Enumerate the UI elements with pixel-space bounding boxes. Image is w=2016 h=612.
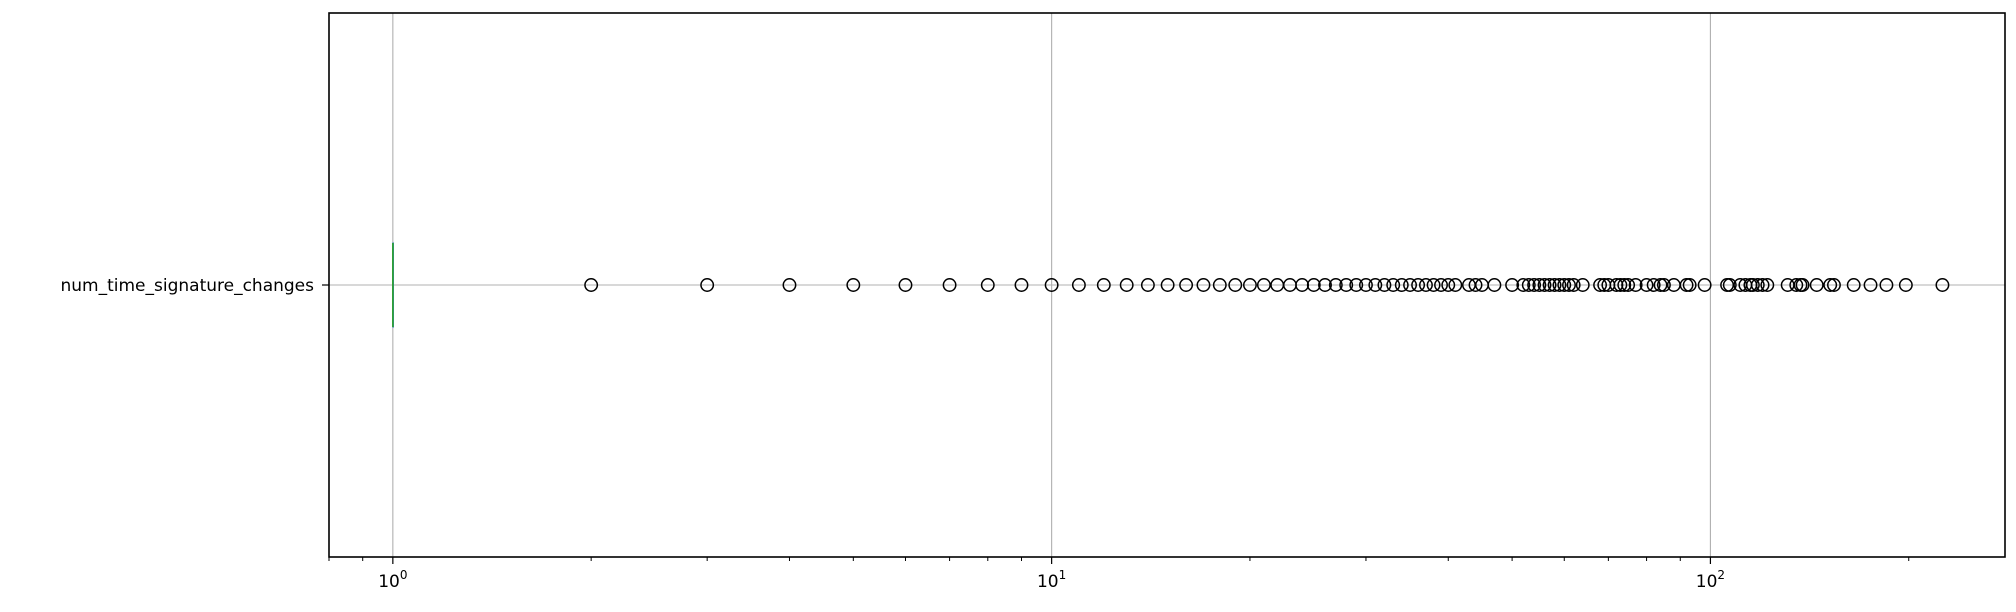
outlier-point: [1827, 278, 1841, 292]
outlier-point: [1411, 278, 1426, 292]
outlier-point: [1898, 278, 1913, 292]
outlier-point: [1359, 278, 1373, 292]
tick-layer: [322, 284, 1910, 564]
outlier-point: [1487, 278, 1502, 292]
outlier-point: [1441, 278, 1456, 292]
outlier-point: [1212, 278, 1227, 292]
outlier-point: [1656, 278, 1671, 292]
outlier-point: [1846, 278, 1861, 292]
outlier-point: [1722, 278, 1737, 292]
outlier-point: [980, 278, 995, 292]
outlier-point: [1617, 278, 1632, 292]
outlier-point: [1653, 278, 1668, 292]
x-tick-label: 101: [1037, 568, 1066, 592]
outlier-point: [1328, 278, 1343, 292]
outlier-point: [1557, 278, 1572, 292]
outlier-point: [1339, 278, 1354, 292]
outlier-point: [1403, 278, 1418, 292]
outlier-point: [1795, 278, 1810, 292]
outlier-point: [1562, 278, 1576, 292]
outlier-point: [1682, 278, 1697, 292]
outlier-point: [1760, 278, 1775, 292]
outlier-layer: [584, 278, 1950, 292]
outlier-point: [1434, 278, 1448, 292]
outlier-point: [1426, 278, 1441, 292]
outlier-point: [942, 278, 957, 292]
outlier-point: [1419, 278, 1433, 292]
outlier-point: [1593, 278, 1608, 292]
outlier-point: [1575, 278, 1590, 292]
label-layer: 100 101 102 num_time_signature_changes: [60, 276, 1725, 592]
outlier-point: [1621, 278, 1636, 292]
outlier-point: [1745, 278, 1760, 292]
outlier-point: [1377, 278, 1392, 292]
outlier-point: [1119, 278, 1134, 292]
outlier-point: [1527, 278, 1542, 292]
outlier-point: [1196, 278, 1211, 292]
outlier-point: [1750, 278, 1765, 292]
outlier-point: [898, 278, 913, 292]
outlier-point: [1547, 278, 1562, 292]
outlier-point: [1532, 278, 1547, 292]
outlier-point: [1542, 278, 1557, 292]
outlier-point: [846, 278, 861, 292]
outlier-point: [1228, 278, 1243, 292]
outlier-point: [1505, 278, 1520, 292]
outlier-point: [1516, 278, 1531, 292]
outlier-point: [1646, 278, 1661, 292]
outlier-point: [1823, 278, 1838, 292]
outlier-point: [1140, 278, 1155, 292]
outlier-point: [1096, 278, 1111, 292]
outlier-point: [1306, 278, 1321, 292]
outlier-point: [1809, 278, 1824, 292]
outlier-point: [1755, 278, 1770, 292]
outlier-point: [1349, 278, 1364, 292]
outlier-point: [1935, 278, 1950, 292]
outlier-point: [1014, 278, 1029, 292]
outlier-point: [1368, 278, 1383, 292]
outlier-point: [1160, 278, 1175, 292]
y-category-label: num_time_signature_changes: [60, 276, 314, 296]
outlier-point: [1863, 278, 1878, 292]
outlier-point: [1468, 278, 1483, 292]
outlier-point: [1256, 278, 1271, 292]
outlier-point: [1537, 278, 1552, 292]
outlier-point: [1789, 278, 1804, 292]
outlier-point: [1044, 278, 1059, 292]
outlier-point: [1879, 278, 1894, 292]
box-layer: [392, 242, 394, 328]
outlier-point: [1394, 278, 1409, 292]
x-tick-label: 102: [1696, 568, 1725, 592]
outlier-point: [1521, 278, 1536, 292]
outlier-point: [700, 278, 715, 292]
outlier-point: [1697, 278, 1712, 292]
outlier-point: [1179, 278, 1194, 292]
outlier-point: [1448, 278, 1463, 292]
outlier-point: [1628, 278, 1643, 292]
grid-layer: [329, 13, 2005, 557]
outlier-point: [1639, 278, 1654, 292]
outlier-point: [584, 278, 599, 292]
outlier-point: [1613, 278, 1628, 292]
outlier-point: [1552, 278, 1567, 292]
outlier-point: [1386, 278, 1401, 292]
x-tick-label: 100: [378, 568, 407, 592]
outlier-point: [1071, 278, 1086, 292]
outlier-point: [1242, 278, 1257, 292]
outlier-point: [1318, 278, 1332, 292]
outlier-point: [782, 278, 797, 292]
outlier-point: [1566, 278, 1581, 292]
